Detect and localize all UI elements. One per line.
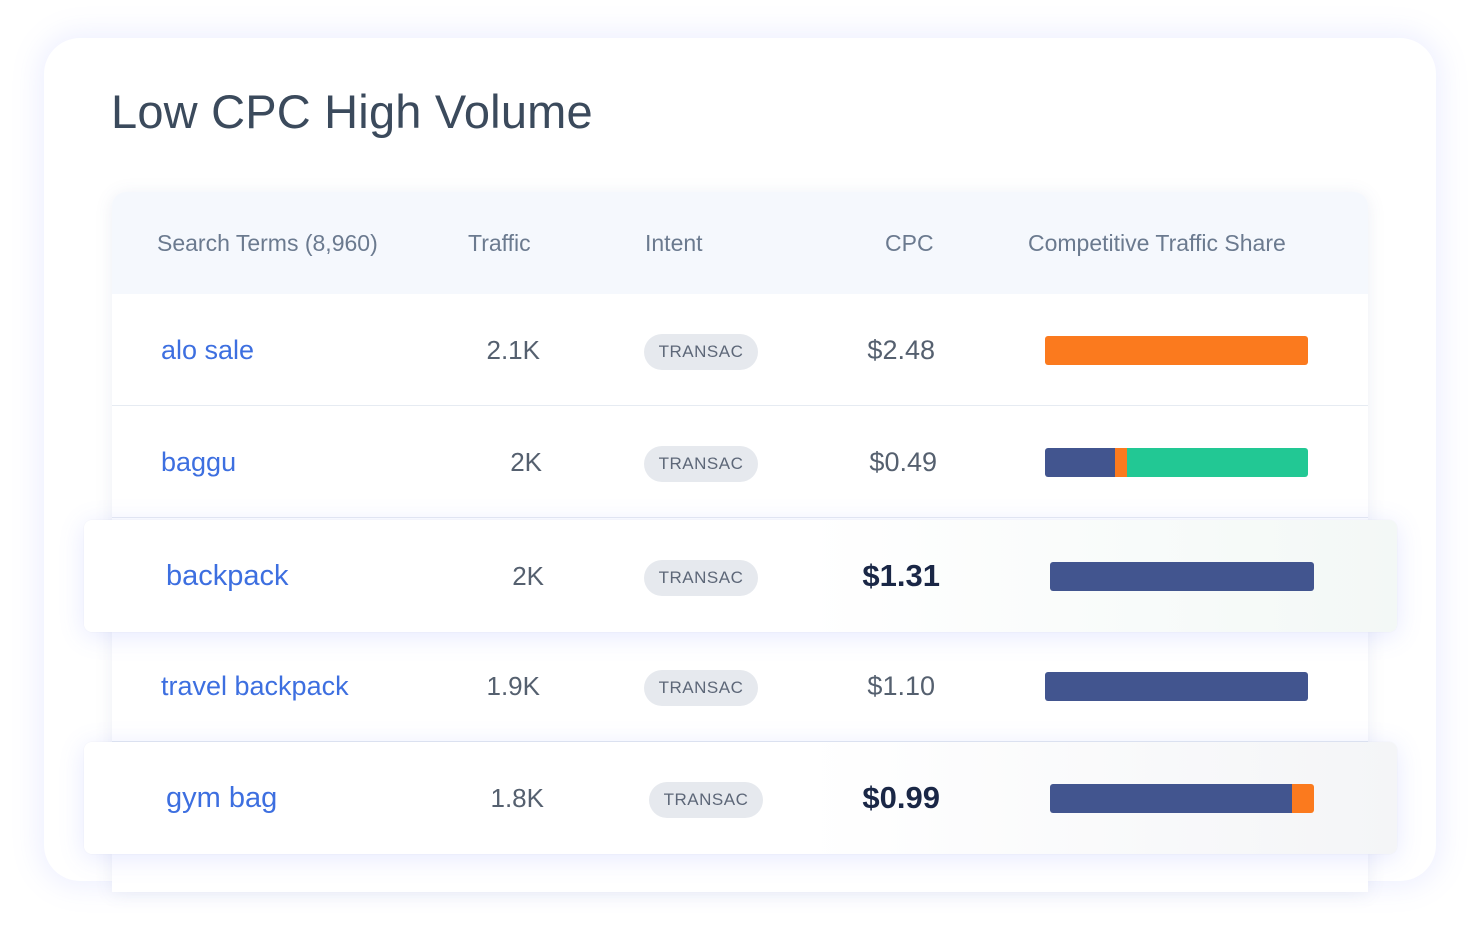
cpc-value: $0.49 xyxy=(869,447,937,477)
search-term-link[interactable]: travel backpack xyxy=(161,671,349,701)
share-segment-navy xyxy=(1050,562,1314,591)
traffic-value: 2K xyxy=(510,447,542,477)
header-search-terms[interactable]: Search Terms (8,960) xyxy=(157,230,378,256)
intent-badge: TRANSAC xyxy=(644,334,758,370)
traffic-share-bar xyxy=(1045,336,1308,365)
traffic-value: 1.9K xyxy=(486,671,541,701)
traffic-share-bar xyxy=(1045,448,1308,477)
traffic-value: 2K xyxy=(512,561,544,591)
page-title: Low CPC High Volume xyxy=(111,85,593,138)
highlighted-row-gym-bag[interactable]: gym bag 1.8K TRANSAC $0.99 xyxy=(84,742,1397,854)
share-segment-orange xyxy=(1114,448,1127,477)
cpc-value: $0.99 xyxy=(862,780,940,815)
table-row: baggu 2K TRANSAC $0.49 xyxy=(112,406,1368,518)
share-segment-orange xyxy=(1291,784,1314,813)
highlighted-row-backpack[interactable]: backpack 2K TRANSAC $1.31 xyxy=(84,520,1397,632)
header-traffic[interactable]: Traffic xyxy=(468,230,531,256)
search-term-link[interactable]: alo sale xyxy=(161,335,255,365)
share-segment-navy xyxy=(1045,672,1308,701)
share-segment-navy xyxy=(1045,448,1115,477)
traffic-share-bar xyxy=(1050,562,1314,591)
intent-badge: TRANSAC xyxy=(649,782,763,818)
search-term-link[interactable]: backpack xyxy=(166,560,289,592)
traffic-share-bar xyxy=(1045,672,1308,701)
share-segment-navy xyxy=(1050,784,1292,813)
intent-badge: TRANSAC xyxy=(644,560,758,596)
table-row: travel backpack 1.9K TRANSAC $1.10 xyxy=(112,630,1368,742)
traffic-share-bar xyxy=(1050,784,1314,813)
share-segment-green xyxy=(1126,448,1308,477)
cpc-value: $1.10 xyxy=(867,671,935,701)
cpc-value: $2.48 xyxy=(867,335,935,365)
table-row: alo sale 2.1K TRANSAC $2.48 xyxy=(112,294,1368,406)
cpc-value: $1.31 xyxy=(862,558,940,593)
header-intent[interactable]: Intent xyxy=(645,230,703,256)
intent-badge: TRANSAC xyxy=(644,446,758,482)
header-competitive-traffic-share[interactable]: Competitive Traffic Share xyxy=(1028,230,1286,256)
intent-badge: TRANSAC xyxy=(644,670,758,706)
search-term-link[interactable]: gym bag xyxy=(166,782,278,814)
search-term-link[interactable]: baggu xyxy=(161,447,237,477)
share-segment-orange xyxy=(1045,336,1308,365)
traffic-value: 1.8K xyxy=(490,783,545,813)
table-header: Search Terms (8,960) Traffic Intent CPC … xyxy=(112,192,1368,294)
header-cpc[interactable]: CPC xyxy=(885,230,934,256)
traffic-value: 2.1K xyxy=(486,335,541,365)
